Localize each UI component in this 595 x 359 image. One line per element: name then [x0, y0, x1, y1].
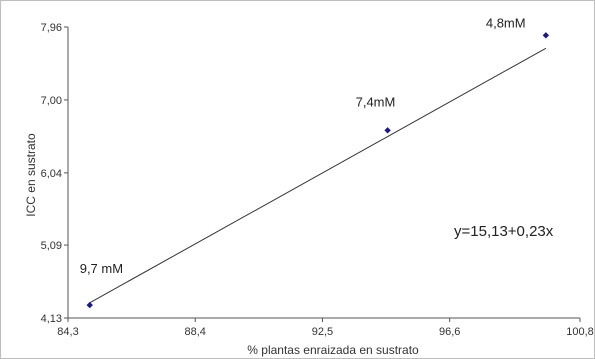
data-point-label: 9,7 mM	[80, 261, 123, 276]
y-tick-label: 7,96	[41, 22, 62, 34]
x-tick-label: 92,5	[312, 326, 333, 338]
y-tick-label: 5,09	[41, 240, 62, 252]
data-point	[384, 127, 391, 134]
y-axis-title: ICC en sustrato	[24, 133, 38, 217]
y-tick-label: 6,04	[41, 168, 62, 180]
data-point-label: 4,8mM	[486, 15, 526, 30]
point-labels: 9,7 mM 7,4mM 4,8mM	[80, 15, 526, 276]
x-tick-label: 100,8	[566, 326, 594, 338]
trendline-group	[89, 47, 547, 304]
x-axis-title: % plantas enraizada en sustrato	[247, 343, 419, 357]
data-point	[86, 301, 93, 309]
points-group	[86, 32, 550, 309]
regression-equation: y=15,13+0,23x	[454, 223, 554, 240]
x-tick-label: 96,6	[439, 326, 460, 338]
ticks: 84,3 88,4 92,5 96,6 100,8 4,13 5,09 6,04 7,00 7,9…	[41, 22, 594, 338]
y-tick-label: 7,00	[41, 95, 62, 107]
trendline	[89, 47, 547, 304]
x-tick-label: 84,3	[57, 326, 78, 338]
y-tick-label: 4,13	[41, 313, 62, 325]
data-point	[542, 32, 550, 39]
data-point-label: 7,4mM	[356, 94, 396, 109]
x-tick-label: 88,4	[185, 326, 206, 338]
